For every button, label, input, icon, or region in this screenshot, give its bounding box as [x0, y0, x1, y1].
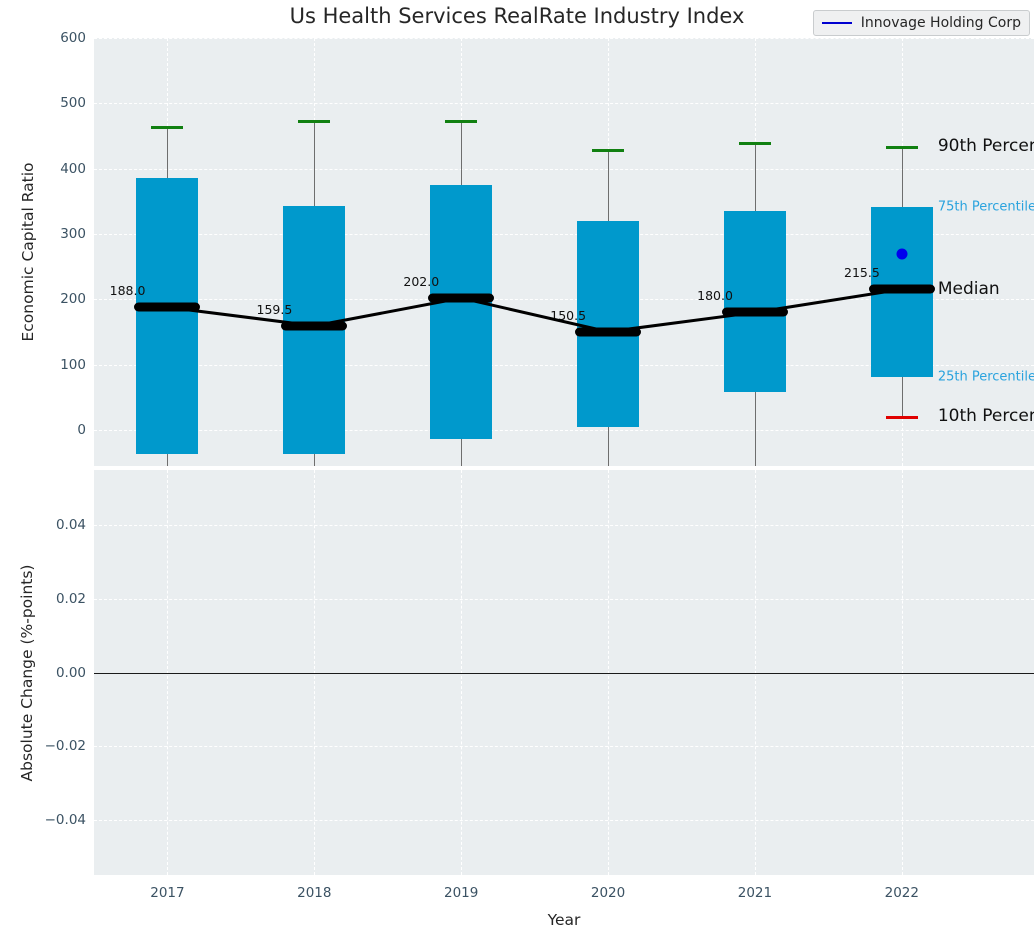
median-marker — [281, 321, 348, 331]
annotation-median: Median — [937, 279, 1000, 300]
x-axis-tick-label: 2021 — [737, 885, 773, 901]
gridline-horizontal — [94, 525, 1034, 527]
whisker-cap-90th — [445, 120, 478, 124]
y-axis-title-upper: Economic Capital Ratio — [19, 162, 37, 342]
y-axis-tick-label-upper: 600 — [60, 30, 86, 46]
y-axis-tick-label-upper: 0 — [77, 422, 86, 439]
y-axis-tick-label-lower: 0.00 — [55, 664, 86, 681]
lower-plot-area — [94, 470, 1034, 875]
x-axis-tick-label: 2022 — [884, 885, 919, 901]
annotation-10th-percentile: 10th Percentile — [937, 405, 1034, 426]
chart-title: Us Health Services RealRate Industry Ind… — [289, 4, 745, 28]
y-axis-tick-label-upper: 500 — [60, 95, 86, 112]
median-marker — [721, 307, 788, 317]
median-marker — [134, 302, 201, 312]
gridline-horizontal — [94, 234, 1034, 236]
median-value-label: 159.5 — [256, 301, 293, 317]
legend-line-icon — [821, 22, 852, 24]
median-marker — [428, 293, 495, 303]
innovage-data-point — [896, 248, 908, 260]
x-axis-tick-label: 2019 — [444, 885, 479, 901]
median-value-label: 180.0 — [697, 288, 733, 304]
whisker-cap-90th — [738, 141, 771, 145]
x-axis-tick-label: 2020 — [590, 885, 626, 901]
median-marker — [575, 327, 642, 337]
upper-plot-area: 188.0 159.5 202.0 150.5 180.0 215.5 — [94, 38, 1034, 466]
annotation-75th-percentile: 75th Percentile — [937, 199, 1034, 215]
median-marker — [868, 284, 935, 294]
y-axis-title-lower: Absolute Change (%-points) — [18, 564, 36, 781]
whisker-cap-90th — [592, 149, 625, 153]
median-value-label: 150.5 — [550, 307, 587, 323]
zero-reference-line — [94, 672, 1034, 674]
gridline-horizontal — [94, 430, 1034, 432]
gridline-horizontal — [94, 38, 1034, 39]
gridline-horizontal — [94, 746, 1034, 748]
percentile-box-bar — [577, 220, 640, 428]
annotation-25th-percentile: 25th Percentile — [937, 369, 1034, 385]
legend[interactable]: Innovage Holding Corp — [812, 10, 1030, 36]
gridline-horizontal — [94, 103, 1034, 105]
y-axis-tick-label-upper: 200 — [60, 291, 86, 308]
y-axis-tick-label-lower: 0.02 — [55, 590, 86, 607]
median-value-label: 188.0 — [109, 283, 146, 299]
whisker-cap-90th — [885, 146, 918, 150]
y-axis-tick-label-lower: 0.04 — [55, 517, 86, 534]
whisker-cap-10th — [885, 415, 918, 419]
median-value-label: 202.0 — [403, 274, 440, 290]
y-axis-tick-label-upper: 300 — [60, 226, 86, 243]
gridline-horizontal — [94, 364, 1034, 366]
x-axis-title: Year — [547, 911, 581, 929]
percentile-box-bar — [136, 178, 199, 455]
x-axis-tick-label: 2018 — [297, 885, 332, 901]
whisker-cap-90th — [151, 125, 184, 129]
gridline-horizontal — [94, 168, 1034, 170]
percentile-box-bar — [430, 185, 493, 439]
y-axis-tick-label-upper: 400 — [60, 160, 86, 177]
y-axis-tick-label-upper: 100 — [60, 356, 86, 373]
annotation-90th-percentile: 90th Percentile — [937, 136, 1034, 157]
gridline-horizontal — [94, 819, 1034, 821]
percentile-box-bar — [723, 210, 786, 392]
y-axis-tick-label-lower: −0.04 — [44, 811, 86, 828]
y-axis-tick-label-lower: −0.02 — [44, 738, 86, 755]
legend-label-innovage: Innovage Holding Corp — [860, 15, 1021, 31]
x-axis-tick-label: 2017 — [150, 885, 185, 901]
median-value-label: 215.5 — [844, 265, 880, 281]
gridline-horizontal — [94, 598, 1034, 600]
whisker-cap-90th — [298, 120, 331, 124]
